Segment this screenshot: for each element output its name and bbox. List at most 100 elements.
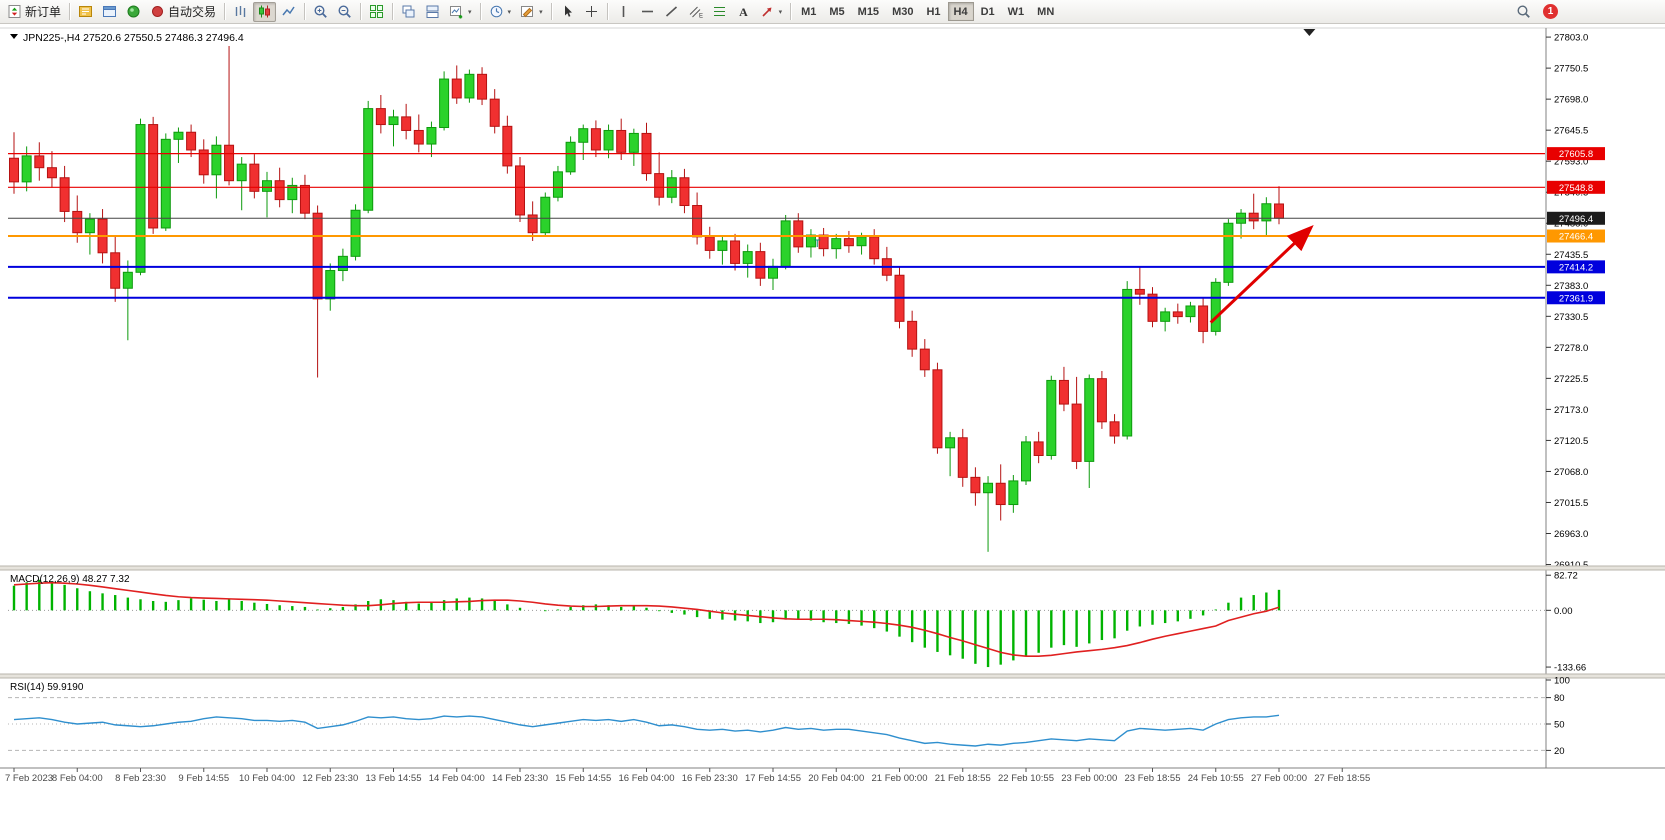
- separator: [479, 3, 481, 20]
- equidistant-channel-tool-button[interactable]: E: [684, 2, 707, 22]
- crosshair-tool-button[interactable]: [580, 2, 603, 22]
- separator: [360, 3, 362, 20]
- svg-text:27414.2: 27414.2: [1559, 262, 1593, 273]
- line-chart-mode-button[interactable]: [277, 2, 300, 22]
- svg-text:27173.0: 27173.0: [1554, 405, 1588, 416]
- svg-text:27605.8: 27605.8: [1559, 149, 1593, 160]
- vertical-line-tool-button[interactable]: [612, 2, 635, 22]
- chevron-down-icon: ▾: [778, 8, 783, 16]
- cursor-tool-button[interactable]: [556, 2, 579, 22]
- candlestick-mode-button[interactable]: [253, 1, 277, 22]
- tile-windows-icon: [369, 4, 384, 19]
- search-icon: [1516, 4, 1531, 19]
- svg-text:27015.5: 27015.5: [1554, 498, 1588, 509]
- svg-text:80: 80: [1554, 693, 1565, 704]
- equidistant-channel-icon: E: [688, 4, 703, 19]
- timeframe-m30-button[interactable]: M30: [892, 5, 914, 18]
- timeframe-m1-button[interactable]: M1: [801, 5, 817, 18]
- data-window-icon: [102, 4, 117, 19]
- timeframe-m5-button[interactable]: M5: [829, 5, 845, 18]
- price-chart[interactable]: 27803.027750.527698.027645.527593.027540…: [0, 24, 1665, 840]
- market-watch-icon: [78, 4, 93, 19]
- bar-chart-mode-button[interactable]: [229, 2, 252, 22]
- arrow-tool-icon: [760, 4, 775, 19]
- svg-text:23 Feb 00:00: 23 Feb 00:00: [1061, 773, 1117, 784]
- navigator-button[interactable]: [122, 2, 145, 22]
- timeframe-h1-button[interactable]: H1: [926, 5, 941, 18]
- svg-text:9 Feb 14:55: 9 Feb 14:55: [178, 773, 229, 784]
- arrow-objects-button[interactable]: ▾: [756, 2, 787, 22]
- chevron-down-icon: ▾: [507, 8, 512, 16]
- autotrading-button[interactable]: 自动交易: [146, 2, 220, 22]
- svg-text:8 Feb 23:30: 8 Feb 23:30: [115, 773, 166, 784]
- notification-badge[interactable]: 1: [1543, 4, 1558, 19]
- market-watch-button[interactable]: [74, 2, 97, 22]
- timeframe-w1-button[interactable]: W1: [1007, 5, 1025, 18]
- tile-windows-button[interactable]: [365, 2, 388, 22]
- svg-text:21 Feb 18:55: 21 Feb 18:55: [935, 773, 991, 784]
- trendline-icon: [664, 4, 679, 19]
- svg-text:50: 50: [1554, 720, 1565, 731]
- zoom-in-icon: [313, 4, 328, 19]
- cascade-windows-button[interactable]: [397, 2, 420, 22]
- fibonacci-tool-button[interactable]: [708, 2, 731, 22]
- svg-text:27330.5: 27330.5: [1554, 312, 1588, 323]
- trendline-tool-button[interactable]: [660, 2, 683, 22]
- svg-text:27 Feb 18:55: 27 Feb 18:55: [1314, 773, 1370, 784]
- svg-text:27496.4: 27496.4: [1559, 214, 1593, 225]
- data-window-button[interactable]: [98, 2, 121, 22]
- horizontal-line-tool-button[interactable]: [636, 2, 659, 22]
- timeframe-d1-button[interactable]: D1: [980, 5, 995, 18]
- autotrading-label: 自动交易: [168, 5, 217, 19]
- new-order-icon: [7, 4, 22, 19]
- svg-text:14 Feb 04:00: 14 Feb 04:00: [429, 773, 485, 784]
- svg-text:27361.9: 27361.9: [1559, 293, 1593, 304]
- separator: [790, 3, 792, 20]
- svg-text:14 Feb 23:30: 14 Feb 23:30: [492, 773, 548, 784]
- svg-text:22 Feb 10:55: 22 Feb 10:55: [998, 773, 1054, 784]
- timeframe-m15-button[interactable]: M15: [857, 5, 880, 18]
- text-tool-icon: A: [736, 4, 751, 19]
- zoom-in-button[interactable]: [309, 2, 332, 22]
- svg-text:0.00: 0.00: [1554, 606, 1573, 617]
- svg-text:16 Feb 23:30: 16 Feb 23:30: [682, 773, 738, 784]
- timeframe-h4-button[interactable]: H4: [947, 2, 974, 21]
- profiles-icon: [489, 4, 504, 19]
- zoom-out-button[interactable]: [333, 2, 356, 22]
- templates-button[interactable]: ▾: [516, 2, 547, 22]
- svg-text:7 Feb 2023: 7 Feb 2023: [5, 773, 53, 784]
- text-tool-button[interactable]: A: [732, 2, 755, 22]
- chevron-down-icon: ▾: [468, 8, 472, 16]
- toolbar-right-group: 1: [1512, 2, 1662, 22]
- svg-text:27278.0: 27278.0: [1554, 343, 1588, 354]
- svg-text:-133.66: -133.66: [1554, 663, 1586, 674]
- profiles-button[interactable]: ▾: [485, 2, 516, 22]
- svg-text:27120.5: 27120.5: [1554, 436, 1588, 447]
- svg-text:15 Feb 14:55: 15 Feb 14:55: [555, 773, 611, 784]
- svg-text:20: 20: [1554, 746, 1565, 757]
- crosshair-icon: [584, 4, 599, 19]
- timeframe-mn-button[interactable]: MN: [1037, 5, 1055, 18]
- svg-text:27435.5: 27435.5: [1554, 250, 1588, 261]
- svg-text:RSI(14) 59.9190: RSI(14) 59.9190: [10, 682, 84, 693]
- svg-text:27645.5: 27645.5: [1554, 126, 1588, 137]
- chevron-down-icon: ▾: [539, 8, 543, 16]
- vertical-line-icon: [616, 4, 631, 19]
- new-chart-button[interactable]: ▾: [445, 2, 476, 22]
- svg-text:20 Feb 04:00: 20 Feb 04:00: [808, 773, 864, 784]
- svg-text:17 Feb 14:55: 17 Feb 14:55: [745, 773, 801, 784]
- svg-text:JPN225-,H4 27520.6 27550.5 27: JPN225-,H4 27520.6 27550.5 27486.3 27496…: [23, 32, 244, 44]
- cascade-windows-icon: [401, 4, 416, 19]
- search-button[interactable]: [1512, 2, 1535, 22]
- svg-text:100: 100: [1554, 676, 1570, 687]
- separator: [304, 3, 306, 20]
- templates-icon: [520, 4, 535, 19]
- svg-text:T: T: [814, 238, 821, 250]
- candlestick-chart-icon: [257, 4, 272, 19]
- new-chart-icon: [449, 4, 464, 19]
- svg-text:27698.0: 27698.0: [1554, 95, 1588, 106]
- svg-text:12 Feb 23:30: 12 Feb 23:30: [302, 773, 358, 784]
- new-order-button[interactable]: 新订单: [3, 2, 65, 22]
- tile-horizontal-button[interactable]: [421, 2, 444, 22]
- svg-text:10 Feb 04:00: 10 Feb 04:00: [239, 773, 295, 784]
